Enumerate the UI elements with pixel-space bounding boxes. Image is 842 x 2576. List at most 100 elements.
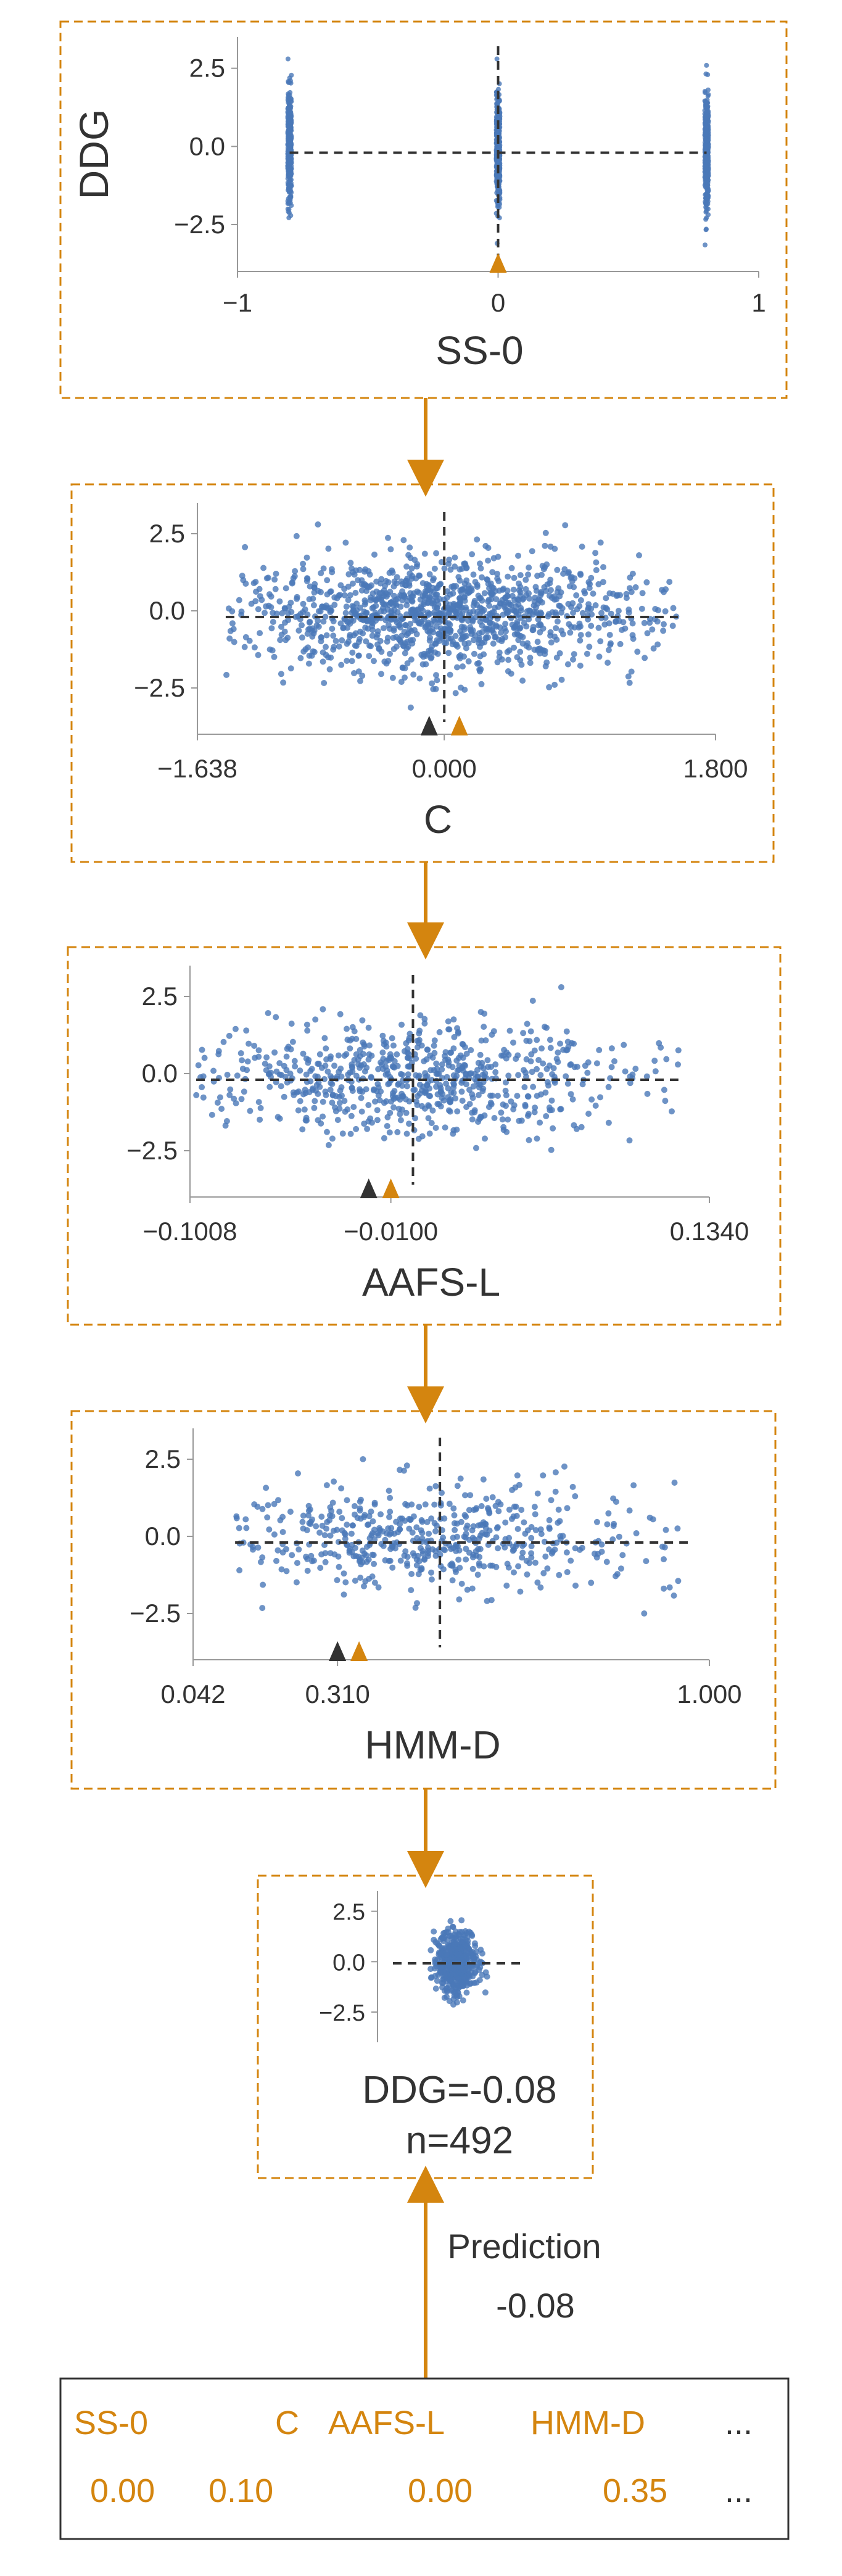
data-point xyxy=(427,648,434,655)
data-point xyxy=(214,1100,221,1106)
data-point xyxy=(283,1568,290,1575)
data-point xyxy=(447,1050,454,1056)
data-point xyxy=(478,1503,485,1509)
data-point xyxy=(400,1093,407,1100)
data-point xyxy=(390,1042,397,1049)
data-point xyxy=(308,627,315,634)
data-point xyxy=(606,620,613,627)
data-point xyxy=(404,1562,411,1569)
data-point xyxy=(463,645,469,652)
data-point xyxy=(572,1582,579,1589)
data-point xyxy=(463,1525,469,1532)
data-point xyxy=(558,676,565,683)
data-point xyxy=(466,1087,473,1093)
data-point xyxy=(513,1056,519,1062)
data-point xyxy=(328,1053,334,1060)
input-value-c: 0.10 xyxy=(208,2472,273,2509)
plot-aafs-l: −2.5 0.0 2.5 −0.1008 −0.0100 0.1340 AAFS-L xyxy=(126,966,749,1304)
data-point xyxy=(288,115,294,120)
data-point xyxy=(419,1518,426,1525)
data-point xyxy=(572,1493,579,1499)
data-point xyxy=(563,1028,570,1035)
data-point xyxy=(704,215,709,221)
data-point xyxy=(423,623,429,630)
data-point xyxy=(324,591,331,598)
data-point xyxy=(455,1976,462,1982)
data-point xyxy=(297,1067,303,1074)
data-point xyxy=(455,1067,462,1073)
data-point xyxy=(419,580,426,587)
data-point xyxy=(349,1541,355,1548)
data-point xyxy=(351,1028,358,1035)
data-point xyxy=(543,1113,550,1119)
data-point xyxy=(369,1518,376,1525)
data-point xyxy=(410,1550,416,1557)
data-point xyxy=(529,998,536,1004)
data-point xyxy=(437,1551,444,1558)
data-point xyxy=(442,1124,448,1131)
data-point xyxy=(517,572,524,579)
data-point xyxy=(469,551,476,558)
data-point xyxy=(705,196,711,201)
data-point xyxy=(384,1123,390,1129)
data-point xyxy=(521,1519,527,1526)
data-point xyxy=(363,1552,369,1559)
data-point xyxy=(307,618,313,625)
data-point xyxy=(250,580,257,587)
data-point xyxy=(445,1056,452,1063)
data-point xyxy=(321,1532,328,1539)
data-point xyxy=(463,1989,470,1996)
data-point xyxy=(439,1489,445,1496)
data-point xyxy=(502,1087,509,1094)
data-point xyxy=(464,1929,470,1936)
data-point xyxy=(320,658,326,665)
data-point xyxy=(287,1509,294,1515)
data-point xyxy=(704,101,709,107)
data-point xyxy=(266,591,273,598)
data-point xyxy=(383,660,390,667)
data-point xyxy=(487,589,493,596)
data-point xyxy=(450,638,456,645)
data-point xyxy=(532,1559,539,1566)
data-point xyxy=(431,1042,437,1049)
data-point xyxy=(617,1565,624,1572)
data-point xyxy=(390,1540,397,1547)
data-point xyxy=(278,623,284,630)
data-point xyxy=(287,160,292,165)
data-point xyxy=(611,1058,617,1064)
data-point xyxy=(456,566,463,573)
data-point xyxy=(542,529,549,536)
data-point xyxy=(252,1054,258,1061)
data-point xyxy=(428,654,435,661)
data-point xyxy=(341,1530,348,1536)
data-point xyxy=(450,1923,456,1930)
data-point xyxy=(547,576,554,583)
input-header-more: ... xyxy=(725,2404,753,2441)
data-point xyxy=(485,634,491,640)
data-point xyxy=(283,1053,290,1060)
data-point xyxy=(229,620,236,627)
data-point xyxy=(418,1565,425,1572)
data-point xyxy=(433,1083,440,1090)
data-point xyxy=(413,1524,420,1531)
data-point xyxy=(408,594,415,600)
data-point xyxy=(470,1083,477,1090)
data-point xyxy=(521,1084,528,1090)
data-point xyxy=(342,1535,349,1542)
data-point xyxy=(337,1087,344,1094)
data-point xyxy=(671,1592,677,1599)
data-point xyxy=(454,664,460,671)
data-point xyxy=(552,1469,559,1476)
data-point xyxy=(365,1056,372,1063)
data-point xyxy=(341,1098,348,1104)
data-point xyxy=(300,566,307,573)
data-point xyxy=(416,573,423,579)
data-point xyxy=(447,671,453,678)
data-point xyxy=(476,1116,483,1122)
data-point xyxy=(573,1125,580,1132)
data-point xyxy=(416,675,423,682)
data-point xyxy=(308,1552,315,1559)
data-point xyxy=(439,1061,445,1068)
data-point xyxy=(288,98,294,104)
data-point xyxy=(476,636,482,643)
